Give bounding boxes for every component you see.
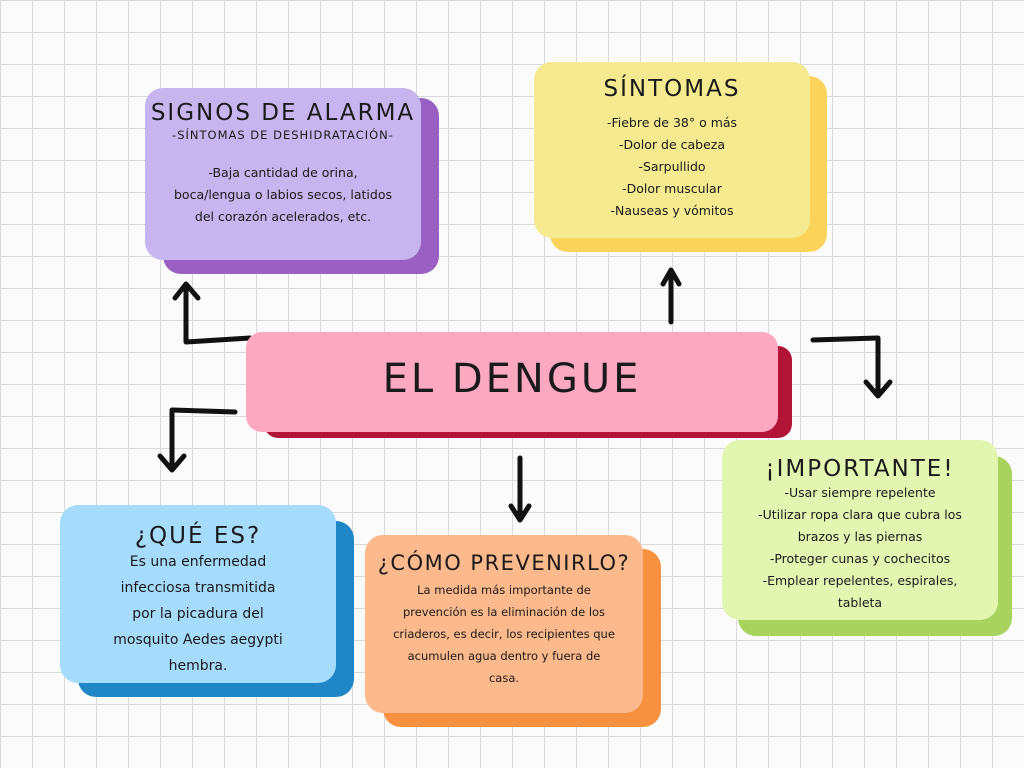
que-es-line-2: infecciosa transmitida xyxy=(120,580,276,596)
sintomas-line-3: -Sarpullido xyxy=(638,159,706,174)
arrow-to-signos xyxy=(172,281,253,345)
que-es-line-5: hembra. xyxy=(168,658,228,674)
central-node-face: EL DENGUE xyxy=(246,332,778,432)
signos-line-1: -Baja cantidad de orina, xyxy=(208,165,358,180)
que-es-line-1: Es una enfermedad xyxy=(129,554,267,570)
signos-line-2: boca/lengua o labios secos, latidos xyxy=(174,187,392,202)
sintomas-card: SÍNTOMAS -Fiebre de 38° o más -Dolor de … xyxy=(534,62,829,254)
prevenir-line-2: prevención es la eliminación de los xyxy=(402,605,606,619)
importante-line-3: brazos y las piernas xyxy=(797,529,923,544)
signos-title: SIGNOS DE ALARMA xyxy=(150,100,416,126)
arrow-to-prevenir xyxy=(508,455,532,523)
signos-card: SIGNOS DE ALARMA -SÍNTOMAS DE DESHIDRATA… xyxy=(145,88,445,278)
prevenir-title: ¿CÓMO PREVENIRLO? xyxy=(377,551,631,575)
arrow-to-sintomas xyxy=(660,267,682,325)
sintomas-line-2: -Dolor de cabeza xyxy=(619,137,725,152)
importante-line-1: -Usar siempre repelente xyxy=(784,485,936,500)
que-es-card: ¿QUÉ ES? Es una enfermedad infecciosa tr… xyxy=(60,505,355,700)
prevenir-line-4: acumulen agua dentro y fuera de xyxy=(407,649,601,663)
central-title: EL DENGUE xyxy=(382,356,642,402)
sintomas-line-4: -Dolor muscular xyxy=(622,181,722,196)
signos-subtitle: -SÍNTOMAS DE DESHIDRATACIÓN- xyxy=(172,128,394,142)
prevenir-line-5: casa. xyxy=(488,671,520,685)
central-node: EL DENGUE xyxy=(246,330,796,450)
sintomas-title: SÍNTOMAS xyxy=(603,76,741,102)
importante-line-6: tableta xyxy=(837,595,883,610)
prevenir-line-1: La medida más importante de xyxy=(417,583,591,597)
sintomas-card-face: SÍNTOMAS -Fiebre de 38° o más -Dolor de … xyxy=(534,62,810,238)
prevenir-card: ¿CÓMO PREVENIRLO? La medida más importan… xyxy=(365,535,663,730)
signos-card-face: SIGNOS DE ALARMA -SÍNTOMAS DE DESHIDRATA… xyxy=(145,88,421,260)
signos-line-3: del corazón acelerados, etc. xyxy=(194,209,372,224)
importante-line-2: -Utilizar ropa clara que cubra los xyxy=(758,507,962,522)
sintomas-line-1: -Fiebre de 38° o más xyxy=(606,115,738,130)
que-es-line-4: mosquito Aedes aegypti xyxy=(113,632,283,648)
importante-card-face: ¡IMPORTANTE! -Usar siempre repelente -Ut… xyxy=(722,440,998,620)
importante-line-4: -Proteger cunas y cochecitos xyxy=(769,551,951,566)
importante-title: ¡IMPORTANTE! xyxy=(765,456,955,482)
arrow-to-que-es xyxy=(157,407,238,473)
que-es-title: ¿QUÉ ES? xyxy=(134,523,262,549)
que-es-card-face: ¿QUÉ ES? Es una enfermedad infecciosa tr… xyxy=(60,505,336,683)
que-es-line-3: por la picadura del xyxy=(132,606,264,622)
importante-line-5: -Emplear repelentes, espirales, xyxy=(762,573,958,588)
prevenir-line-3: criaderos, es decir, los recipientes que xyxy=(393,627,615,641)
sintomas-line-5: -Nauseas y vómitos xyxy=(610,203,734,218)
importante-card: ¡IMPORTANTE! -Usar siempre repelente -Ut… xyxy=(722,440,1014,638)
arrow-to-importante xyxy=(810,335,893,399)
prevenir-card-face: ¿CÓMO PREVENIRLO? La medida más importan… xyxy=(365,535,643,713)
